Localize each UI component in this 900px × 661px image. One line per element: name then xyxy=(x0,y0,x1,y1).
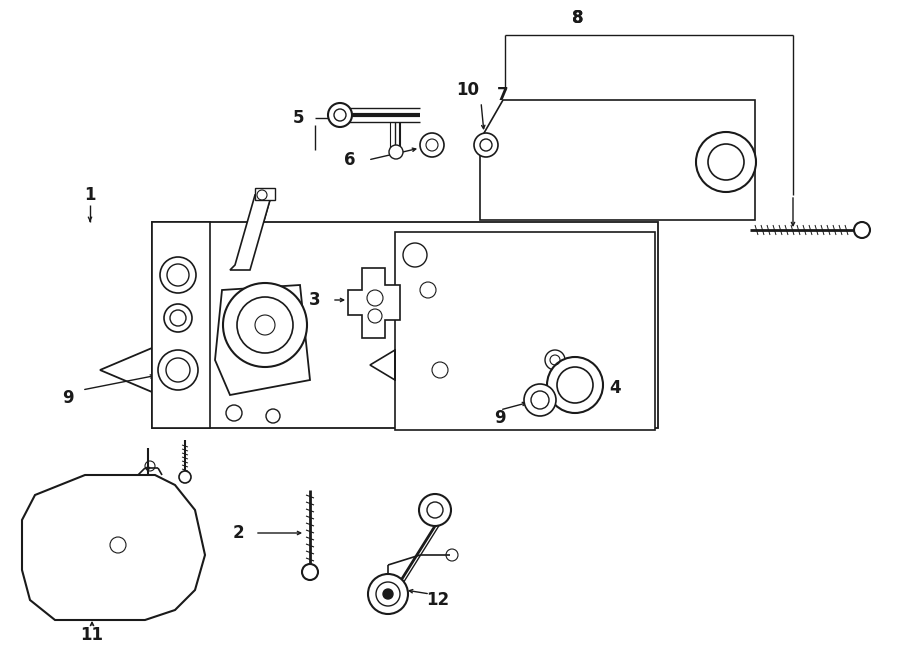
Text: 9: 9 xyxy=(494,409,506,427)
Text: 3: 3 xyxy=(310,291,320,309)
Circle shape xyxy=(547,357,603,413)
Text: 4: 4 xyxy=(609,379,621,397)
Polygon shape xyxy=(22,475,205,620)
Polygon shape xyxy=(230,195,270,270)
Circle shape xyxy=(302,564,318,580)
Bar xyxy=(255,188,275,200)
Circle shape xyxy=(854,222,870,238)
Text: 10: 10 xyxy=(456,81,480,99)
Circle shape xyxy=(266,409,280,423)
Polygon shape xyxy=(215,285,310,395)
Circle shape xyxy=(368,574,408,614)
Circle shape xyxy=(179,471,191,483)
Circle shape xyxy=(389,145,403,159)
Text: 1: 1 xyxy=(85,186,95,204)
Polygon shape xyxy=(100,222,658,428)
Text: 8: 8 xyxy=(572,9,584,27)
Circle shape xyxy=(158,350,198,390)
Text: 7: 7 xyxy=(497,86,508,104)
Circle shape xyxy=(223,283,307,367)
Circle shape xyxy=(545,350,565,370)
Text: 9: 9 xyxy=(62,389,74,407)
Circle shape xyxy=(160,257,196,293)
Circle shape xyxy=(474,133,498,157)
Circle shape xyxy=(696,132,756,192)
Polygon shape xyxy=(348,268,400,338)
Text: 2: 2 xyxy=(232,524,244,542)
Text: 6: 6 xyxy=(344,151,356,169)
Text: 12: 12 xyxy=(427,591,450,609)
Circle shape xyxy=(419,494,451,526)
Polygon shape xyxy=(152,222,210,428)
Text: 5: 5 xyxy=(292,109,304,127)
Text: 8: 8 xyxy=(572,9,584,27)
Text: 11: 11 xyxy=(80,626,104,644)
Circle shape xyxy=(383,589,393,599)
Polygon shape xyxy=(370,232,655,430)
Circle shape xyxy=(420,133,444,157)
Circle shape xyxy=(226,405,242,421)
Polygon shape xyxy=(480,100,755,220)
Circle shape xyxy=(524,384,556,416)
Circle shape xyxy=(328,103,352,127)
Circle shape xyxy=(164,304,192,332)
